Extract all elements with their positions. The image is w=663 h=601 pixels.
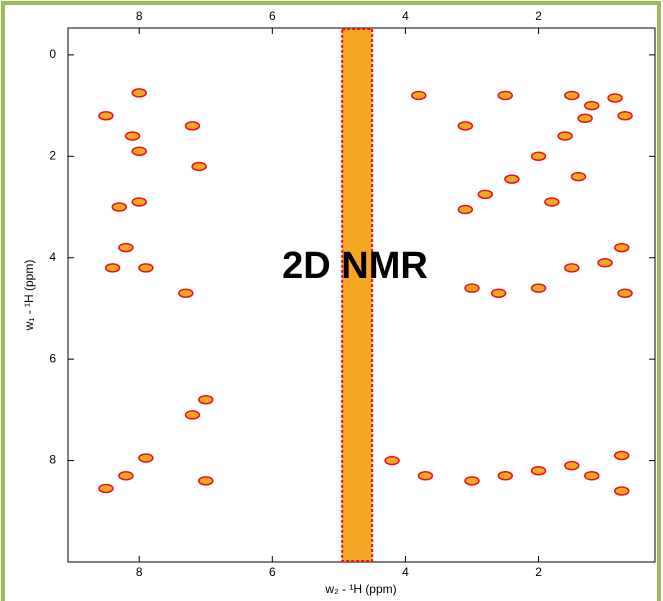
peak [417, 471, 434, 481]
x-axis-label: w₂ - ¹H (ppm) [324, 582, 396, 596]
peak [111, 202, 127, 212]
peak [530, 283, 547, 293]
x-tick-label: 4 [402, 9, 409, 23]
peak [544, 197, 560, 207]
peak [457, 121, 474, 131]
peak [184, 410, 201, 420]
y-tick-label: 8 [49, 453, 56, 467]
y-axis-label: w₁ - ¹H (ppm) [22, 260, 36, 332]
peak [104, 263, 121, 273]
peak [198, 476, 214, 486]
y-tick-label: 6 [49, 351, 56, 365]
peak [131, 146, 147, 156]
peak [384, 455, 400, 466]
peak [617, 110, 633, 121]
x-tick-label: 6 [269, 565, 276, 579]
peak [98, 110, 114, 121]
peak [613, 242, 630, 253]
peak [584, 100, 600, 111]
peak [198, 394, 214, 405]
peak [178, 288, 194, 298]
peak [577, 113, 593, 124]
peak [118, 471, 134, 481]
x-tick-label: 2 [535, 565, 542, 579]
y-tick-label: 4 [49, 250, 56, 264]
y-tick-label: 2 [49, 148, 56, 162]
peak [617, 288, 633, 298]
peak [118, 242, 134, 253]
peak [584, 471, 600, 481]
peak [564, 460, 580, 471]
peak [564, 90, 580, 101]
peak [557, 131, 573, 141]
peak [138, 263, 154, 273]
peak [98, 483, 114, 494]
peak [191, 161, 207, 172]
peak [184, 121, 201, 131]
annotation: 2D NMR [282, 245, 428, 287]
peak [490, 288, 507, 298]
peak [464, 476, 480, 486]
peak [504, 174, 520, 184]
solvent-band [341, 28, 374, 562]
peak [477, 189, 494, 200]
x-tick-label: 6 [269, 9, 276, 23]
peak [138, 453, 154, 463]
x-tick-label: 8 [136, 565, 143, 579]
y-tick-label: 0 [49, 47, 56, 61]
peak [410, 90, 427, 101]
peak [530, 465, 547, 476]
peak [613, 450, 630, 461]
peak [497, 90, 514, 101]
peak [564, 263, 580, 273]
peak [570, 171, 587, 182]
peak [464, 283, 480, 293]
peak [597, 258, 613, 268]
peak [131, 197, 147, 207]
x-tick-label: 2 [535, 9, 542, 23]
peak [497, 471, 514, 481]
peak [457, 204, 474, 215]
x-tick-label: 8 [136, 9, 143, 23]
peak [607, 93, 623, 103]
x-tick-label: 4 [402, 565, 409, 579]
marks [98, 28, 633, 562]
peak [131, 88, 147, 98]
peak [613, 486, 630, 496]
peak [530, 151, 547, 162]
peak [124, 131, 141, 141]
